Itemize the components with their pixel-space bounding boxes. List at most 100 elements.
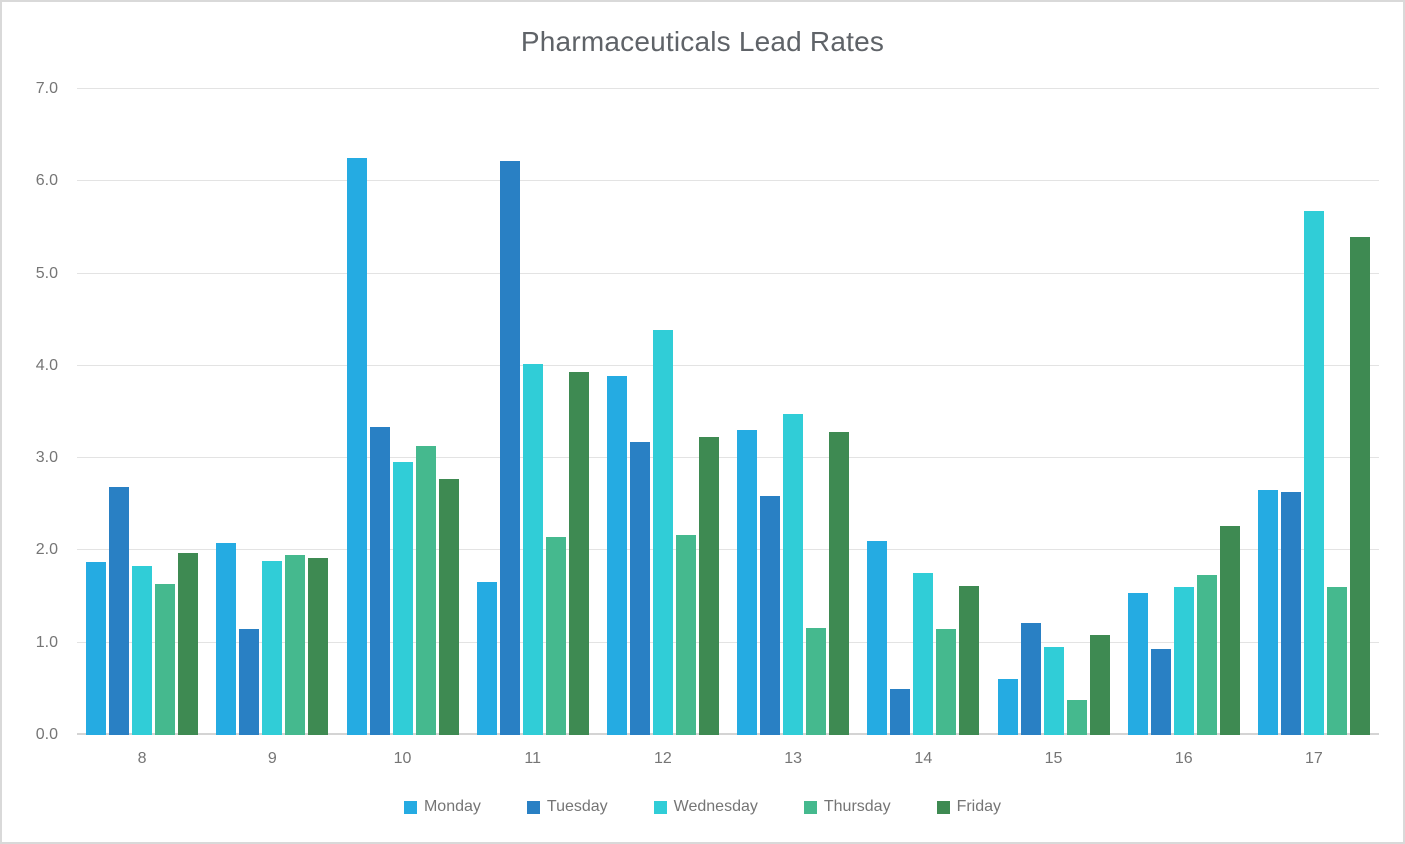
bar-group-11 (468, 89, 598, 735)
legend: Monday Tuesday Wednesday Thursday Friday (2, 798, 1403, 816)
bar-friday-15[interactable] (1089, 635, 1110, 735)
bar-thursday-16[interactable] (1196, 575, 1217, 735)
legend-swatch-wednesday (653, 800, 667, 814)
bar-group-13 (728, 89, 858, 735)
legend-swatch-friday (936, 800, 950, 814)
bar-monday-13[interactable] (737, 430, 758, 735)
gridline-3.0 (77, 457, 1379, 459)
legend-label: Monday (423, 798, 481, 815)
x-axis: 8 9 10 11 12 13 14 15 16 17 (77, 750, 1379, 768)
bar-tuesday-9[interactable] (239, 628, 260, 735)
bar-monday-9[interactable] (216, 543, 237, 735)
bar-friday-11[interactable] (568, 372, 589, 735)
bar-tuesday-16[interactable] (1150, 649, 1171, 735)
bar-group-12 (598, 89, 728, 735)
bar-thursday-12[interactable] (675, 534, 696, 735)
x-axis-tick-label: 13 (784, 750, 803, 767)
bar-monday-12[interactable] (606, 376, 627, 735)
legend-item-friday[interactable]: Friday (936, 798, 1001, 816)
x-axis-tick-label: 8 (137, 750, 147, 767)
bar-thursday-14[interactable] (936, 628, 957, 735)
legend-item-thursday[interactable]: Thursday (803, 798, 891, 816)
bar-wednesday-14[interactable] (913, 572, 934, 735)
x-axis-tick-label: 16 (1174, 750, 1193, 767)
bar-groups (77, 89, 1379, 735)
bar-wednesday-9[interactable] (262, 560, 283, 735)
bar-thursday-11[interactable] (545, 536, 566, 735)
bar-tuesday-11[interactable] (499, 160, 520, 735)
bar-friday-10[interactable] (438, 479, 459, 735)
gridline-0.0 (77, 733, 1379, 735)
bar-wednesday-13[interactable] (783, 413, 804, 735)
x-axis-tick-label: 17 (1305, 750, 1323, 767)
bar-monday-11[interactable] (476, 581, 497, 735)
gridline-7.0 (77, 88, 1379, 89)
y-axis-tick-label: 5.0 (35, 264, 58, 282)
bar-friday-14[interactable] (959, 586, 980, 735)
bar-group-14 (858, 89, 988, 735)
bar-monday-15[interactable] (997, 678, 1018, 735)
bar-thursday-9[interactable] (285, 555, 306, 735)
legend-label: Thursday (823, 798, 891, 815)
gridline-1.0 (77, 641, 1379, 643)
bar-wednesday-11[interactable] (522, 364, 543, 735)
bar-wednesday-16[interactable] (1173, 587, 1194, 735)
bar-wednesday-10[interactable] (392, 461, 413, 735)
bar-tuesday-12[interactable] (629, 442, 650, 735)
legend-item-wednesday[interactable]: Wednesday (653, 798, 758, 816)
bar-thursday-8[interactable] (155, 583, 176, 735)
bar-thursday-17[interactable] (1326, 587, 1347, 735)
gridline-2.0 (77, 549, 1379, 551)
bar-group-10 (337, 89, 467, 735)
y-axis-tick-label: 7.0 (35, 80, 58, 97)
bar-monday-16[interactable] (1127, 592, 1148, 735)
bar-tuesday-13[interactable] (760, 495, 781, 735)
bar-friday-13[interactable] (829, 432, 850, 735)
y-axis-tick-label: 0.0 (35, 726, 58, 743)
bar-group-9 (207, 89, 337, 735)
x-axis-tick-label: 9 (267, 750, 277, 767)
bar-friday-17[interactable] (1349, 236, 1370, 735)
legend-item-tuesday[interactable]: Tuesday (526, 798, 608, 816)
bar-monday-14[interactable] (867, 541, 888, 735)
y-axis-tick-label: 6.0 (35, 172, 58, 190)
x-axis-tick-label: 14 (914, 750, 933, 767)
bar-friday-8[interactable] (178, 553, 199, 735)
gridline-4.0 (77, 364, 1379, 366)
bar-thursday-10[interactable] (415, 446, 436, 735)
bar-monday-10[interactable] (346, 158, 367, 735)
x-axis-tick-label: 11 (524, 750, 542, 767)
bar-friday-9[interactable] (308, 557, 329, 735)
x-axis-tick-label: 10 (393, 750, 412, 767)
bar-wednesday-12[interactable] (652, 329, 673, 735)
y-axis-tick-label: 2.0 (35, 541, 58, 559)
bar-wednesday-17[interactable] (1303, 210, 1324, 735)
bar-tuesday-10[interactable] (369, 426, 390, 735)
bar-tuesday-17[interactable] (1280, 492, 1301, 735)
x-axis-tick-label: 12 (654, 750, 672, 767)
bar-thursday-13[interactable] (806, 627, 827, 735)
bar-monday-8[interactable] (86, 562, 107, 735)
legend-swatch-tuesday (526, 800, 540, 814)
x-axis-tick-label: 15 (1044, 750, 1063, 767)
bar-wednesday-15[interactable] (1043, 647, 1064, 735)
bar-monday-17[interactable] (1257, 489, 1278, 735)
bar-thursday-15[interactable] (1066, 699, 1087, 735)
y-axis-tick-label: 1.0 (35, 633, 58, 651)
gridline-6.0 (77, 180, 1379, 182)
bar-friday-16[interactable] (1219, 525, 1240, 735)
bar-tuesday-15[interactable] (1020, 623, 1041, 735)
bar-friday-12[interactable] (698, 436, 719, 735)
bar-tuesday-14[interactable] (890, 688, 911, 735)
y-axis-tick-label: 4.0 (35, 356, 58, 374)
bar-group-16 (1119, 89, 1249, 735)
legend-label: Tuesday (546, 798, 608, 815)
plot-area (77, 88, 1379, 735)
bar-tuesday-8[interactable] (109, 486, 130, 735)
bar-wednesday-8[interactable] (132, 566, 153, 735)
bar-group-15 (988, 89, 1118, 735)
y-axis-tick-label: 3.0 (35, 449, 58, 467)
legend-item-monday[interactable]: Monday (403, 798, 481, 816)
bar-group-8 (77, 89, 207, 735)
